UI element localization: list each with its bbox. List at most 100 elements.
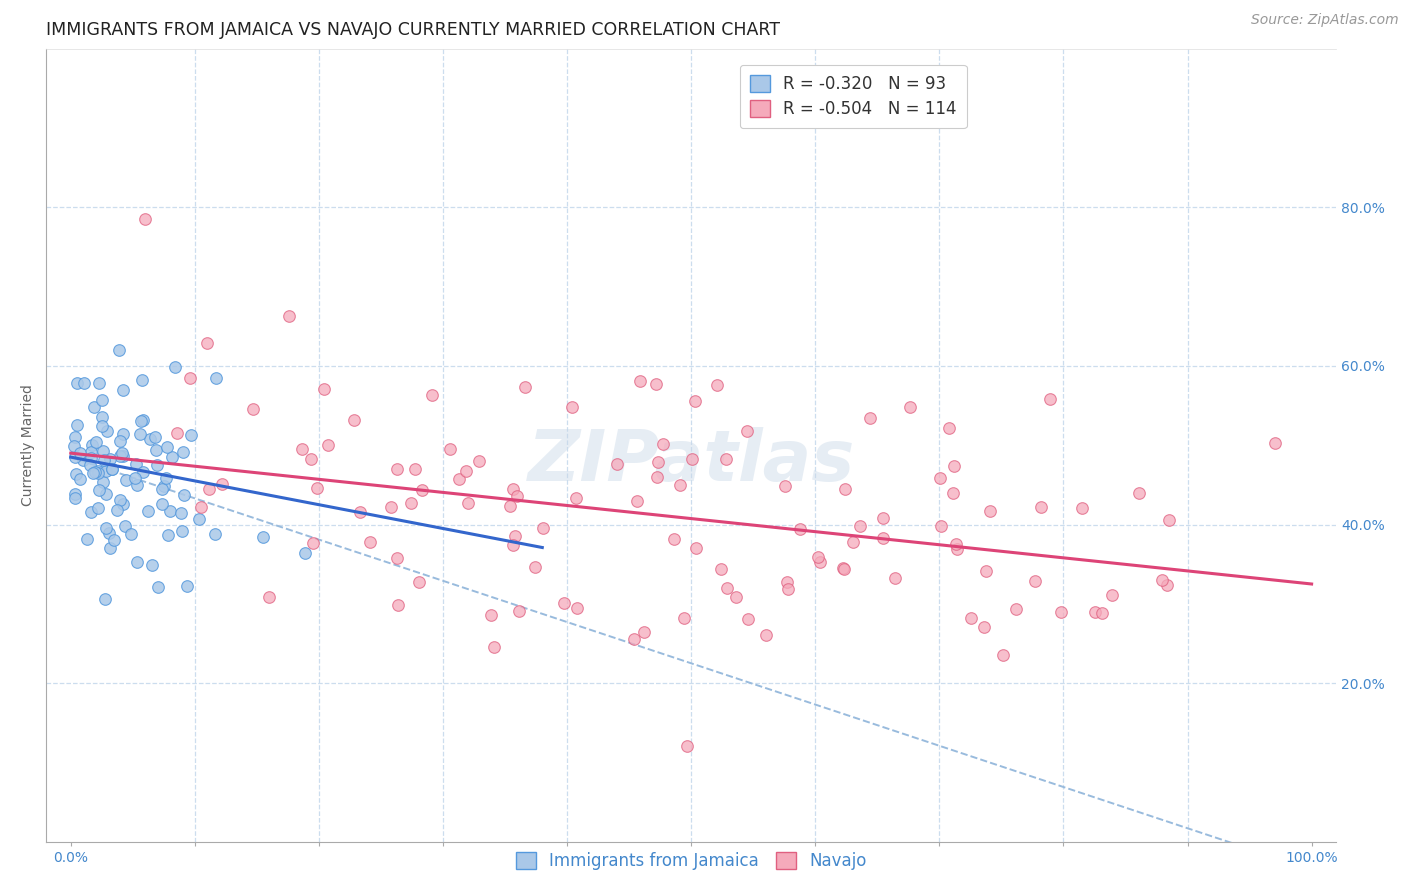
Text: ZIPatlas: ZIPatlas <box>527 426 855 496</box>
Point <box>63 450 86 465</box>
Point <box>623 632 645 647</box>
Point <box>832 562 855 576</box>
Point <box>163 359 186 374</box>
Point <box>991 648 1014 662</box>
Point <box>685 541 707 555</box>
Point <box>737 612 759 626</box>
Point <box>842 534 865 549</box>
Point <box>91 444 114 458</box>
Point <box>626 494 648 508</box>
Point <box>80 505 103 519</box>
Point <box>96 464 118 478</box>
Point <box>112 497 135 511</box>
Point <box>155 471 177 485</box>
Point <box>508 603 530 617</box>
Point <box>91 475 114 490</box>
Point <box>960 611 983 625</box>
Point <box>66 417 89 432</box>
Text: Source: ZipAtlas.com: Source: ZipAtlas.com <box>1251 13 1399 28</box>
Point <box>645 470 668 484</box>
Point <box>1156 578 1178 592</box>
Point <box>145 442 167 457</box>
Point <box>789 522 811 536</box>
Point <box>87 483 110 497</box>
Point <box>157 528 180 542</box>
Point <box>884 571 907 585</box>
Point <box>204 526 226 541</box>
Point <box>131 374 153 388</box>
Point <box>108 343 131 357</box>
Point <box>156 440 179 454</box>
Point <box>515 380 537 394</box>
Point <box>211 477 233 491</box>
Point <box>129 414 152 428</box>
Point <box>72 453 94 467</box>
Point <box>439 442 461 457</box>
Point <box>197 482 219 496</box>
Point <box>69 472 91 486</box>
Point <box>900 400 922 414</box>
Point <box>499 500 522 514</box>
Point <box>172 444 194 458</box>
Point <box>278 309 301 323</box>
Point <box>1029 500 1052 514</box>
Point <box>195 336 218 351</box>
Point <box>180 428 202 442</box>
Point <box>404 461 426 475</box>
Point <box>65 467 87 481</box>
Point <box>312 383 335 397</box>
Point <box>725 590 748 604</box>
Point <box>606 458 628 472</box>
Point <box>565 491 588 505</box>
Point <box>98 451 121 466</box>
Point <box>132 413 155 427</box>
Point <box>1128 486 1150 500</box>
Point <box>454 464 477 478</box>
Point <box>172 524 194 538</box>
Point <box>482 640 505 655</box>
Point <box>778 582 800 596</box>
Point <box>307 481 329 495</box>
Point <box>531 521 554 535</box>
Point <box>91 409 114 424</box>
Point <box>710 562 733 576</box>
Point <box>755 628 778 642</box>
Point <box>150 482 173 496</box>
Point <box>945 536 967 550</box>
Point <box>205 370 228 384</box>
Point <box>673 611 696 625</box>
Point <box>80 450 103 465</box>
Text: IMMIGRANTS FROM JAMAICA VS NAVAJO CURRENTLY MARRIED CORRELATION CHART: IMMIGRANTS FROM JAMAICA VS NAVAJO CURREN… <box>46 21 780 39</box>
Point <box>112 383 135 397</box>
Point <box>808 555 831 569</box>
Point <box>387 462 409 476</box>
Point <box>159 504 181 518</box>
Point <box>706 377 728 392</box>
Point <box>651 437 673 451</box>
Point <box>316 437 339 451</box>
Point <box>1024 574 1046 589</box>
Point <box>294 546 316 560</box>
Point <box>291 442 314 456</box>
Point <box>633 624 655 639</box>
Point <box>1150 573 1173 587</box>
Point <box>1039 392 1062 406</box>
Point <box>63 430 86 444</box>
Point <box>420 388 443 402</box>
Point <box>561 400 583 414</box>
Point <box>72 376 94 391</box>
Point <box>668 478 690 492</box>
Point <box>187 512 209 526</box>
Point <box>94 487 117 501</box>
Point <box>1159 513 1181 527</box>
Point <box>1091 606 1114 620</box>
Point <box>152 479 174 493</box>
Point <box>447 472 470 486</box>
Point <box>87 466 110 480</box>
Point <box>82 467 104 481</box>
Point <box>94 591 117 606</box>
Point <box>257 590 280 604</box>
Point <box>86 500 108 515</box>
Point <box>108 449 131 463</box>
Point <box>716 452 738 467</box>
